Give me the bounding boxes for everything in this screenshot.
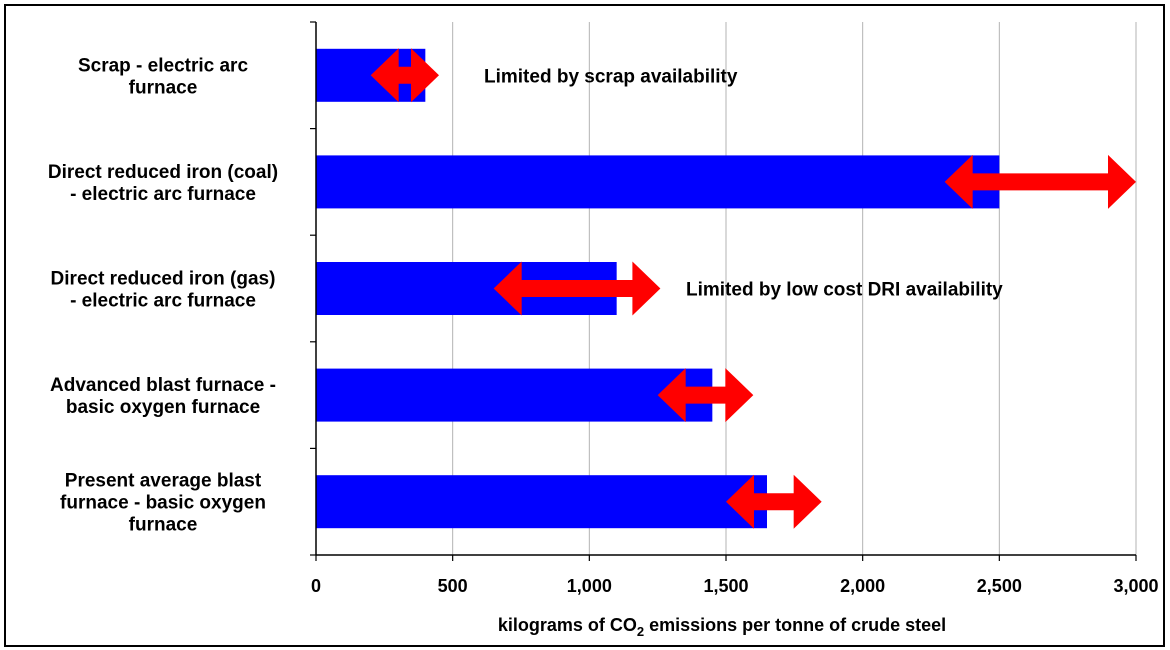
chart-frame — [4, 4, 1165, 647]
category-label: Direct reduced iron (coal) — [48, 162, 278, 183]
x-tick-label: 0 — [311, 576, 321, 596]
x-tick-label: 2,000 — [840, 576, 885, 596]
x-tick-labels: 0 500 1,000 1,500 2,000 2,500 3,000 — [311, 576, 1159, 596]
range-arrow — [726, 474, 822, 529]
category-label: Advanced blast furnace - — [50, 375, 276, 396]
annotations: Limited by scrap availability Limited by … — [484, 66, 1003, 300]
category-label: Present average blast — [65, 471, 262, 492]
range-arrows — [370, 48, 1136, 529]
axes — [310, 21, 1137, 561]
x-axis-label: kilograms of CO2 emissions per tonne of … — [498, 615, 946, 639]
gridlines — [452, 22, 1137, 555]
range-arrow — [944, 154, 1136, 209]
annotation-text: Limited by scrap availability — [484, 66, 738, 87]
category-label: - electric arc furnace — [70, 291, 256, 312]
category-label: - electric arc furnace — [70, 184, 256, 205]
category-label: furnace — [129, 515, 198, 536]
range-arrow — [493, 261, 661, 316]
category-label: Scrap - electric arc — [78, 55, 248, 76]
bar — [316, 368, 713, 422]
annotation-text: Limited by low cost DRI availability — [686, 280, 1003, 301]
range-arrow — [370, 48, 439, 103]
x-tick-label: 500 — [438, 576, 468, 596]
x-tick-label: 1,000 — [567, 576, 612, 596]
bar — [316, 475, 767, 529]
x-tick-label: 2,500 — [977, 576, 1022, 596]
bar — [316, 155, 1000, 209]
x-tick-label: 1,500 — [703, 576, 748, 596]
bars — [316, 48, 1000, 529]
category-label: furnace — [129, 77, 198, 98]
category-label: Direct reduced iron (gas) — [51, 269, 276, 290]
x-tick-label: 3,000 — [1113, 576, 1158, 596]
category-label: basic oxygen furnace — [66, 397, 260, 418]
range-arrow — [657, 368, 754, 423]
category-label: furnace - basic oxygen — [60, 493, 266, 514]
